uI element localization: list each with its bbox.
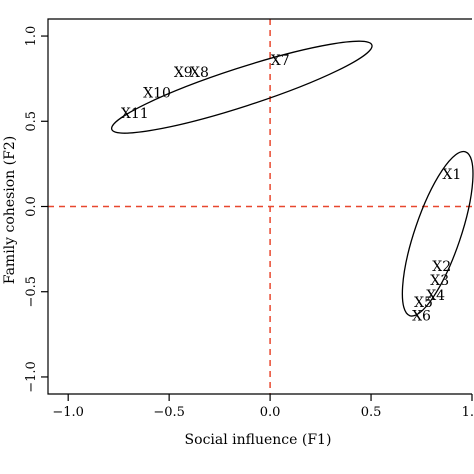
point-label-x10: X10 bbox=[143, 85, 171, 101]
reference-lines bbox=[48, 19, 472, 394]
y-tick-label: 0.0 bbox=[24, 196, 39, 217]
point-label-x8: X8 bbox=[190, 65, 209, 81]
y-tick-label: −0.5 bbox=[24, 276, 39, 308]
group-ellipse bbox=[110, 40, 373, 134]
point-label-x11: X11 bbox=[121, 106, 149, 122]
y-tick-label: 0.5 bbox=[24, 111, 39, 132]
point-label-x6: X6 bbox=[412, 309, 431, 325]
point-label-x7: X7 bbox=[271, 53, 290, 69]
group-ellipse bbox=[401, 150, 474, 317]
point-label-x9: X9 bbox=[174, 65, 193, 81]
x-tick-label: −0.5 bbox=[153, 405, 185, 420]
x-tick-label: 0.5 bbox=[361, 405, 382, 420]
point-label-x5: X5 bbox=[414, 295, 433, 311]
point-label-x2: X2 bbox=[432, 259, 451, 275]
point-label-x1: X1 bbox=[442, 167, 461, 183]
x-tick-label: 1.0 bbox=[462, 405, 474, 420]
point-label-x3: X3 bbox=[430, 273, 449, 289]
y-tick-label: −1.0 bbox=[24, 361, 39, 393]
y-axis-title: Family cohesion (F2) bbox=[2, 136, 18, 284]
x-tick-label: 0.0 bbox=[260, 405, 281, 420]
point-label-x4: X4 bbox=[426, 288, 445, 304]
axes: −1.0 −0.5 0.0 0.5 1.0 −1.0 −0.5 0.0 0.5 1.0 bbox=[24, 18, 474, 420]
x-tick-label: −1.0 bbox=[52, 405, 84, 420]
x-axis-title: Social influence (F1) bbox=[185, 432, 332, 448]
group-ellipses bbox=[110, 40, 474, 317]
y-tick-label: 1.0 bbox=[24, 26, 39, 47]
